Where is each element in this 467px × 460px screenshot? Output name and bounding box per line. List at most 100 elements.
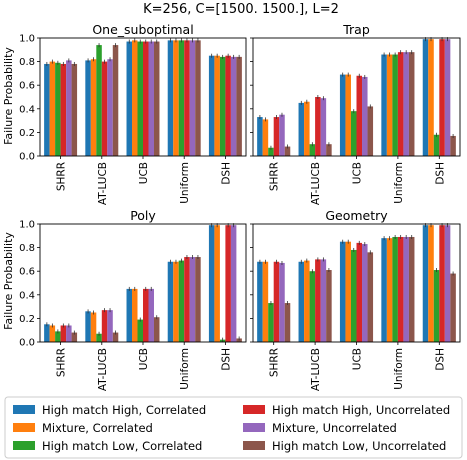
bar-ucb-high-match-high-correlated <box>339 74 346 156</box>
bar-uniform-high-match-low-uncorrelated <box>195 40 201 156</box>
bar-dsh-mixture-correlated <box>214 225 220 342</box>
bar-dsh-high-match-high-uncorrelated <box>225 55 231 157</box>
legend-item-mixture-uncorrelated: Mixture, Uncorrelated <box>243 421 397 435</box>
bar-at-lucb-high-match-low-uncorrelated <box>112 45 119 156</box>
x-tick-label: DSH <box>434 162 446 185</box>
y-tick-label: 0.4 <box>19 104 35 115</box>
legend-swatch <box>13 405 35 414</box>
bar-ucb-mixture-uncorrelated <box>148 41 154 156</box>
x-tick-label: UCB <box>138 348 150 370</box>
bar-ucb-high-match-low-correlated <box>137 319 143 342</box>
legend-label: High match High, Correlated <box>42 403 206 417</box>
bar-dsh-mixture-uncorrelated <box>444 225 451 342</box>
x-tick-label: DSH <box>434 348 446 371</box>
x-tick-label: Uniform <box>393 162 405 204</box>
bar-ucb-high-match-low-uncorrelated <box>153 317 160 342</box>
axes-frame <box>39 223 247 343</box>
bar-ucb-mixture-uncorrelated <box>148 288 154 342</box>
bar-uniform-mixture-uncorrelated <box>189 257 196 342</box>
bar-at-lucb-high-match-low-correlated <box>309 144 316 156</box>
bar-uniform-high-match-low-correlated <box>392 236 398 342</box>
bar-uniform-mixture-correlated <box>173 40 179 156</box>
bar-shrr-high-match-low-uncorrelated <box>284 146 291 156</box>
legend-item-mixture-correlated: Mixture, Correlated <box>13 421 153 435</box>
legend-item-high-match-low-correlated: High match Low, Correlated <box>13 439 202 453</box>
panel-trap: Trap SHRR AT-LUCB UCB Uniform DSH <box>250 22 461 205</box>
x-tick-label: UCB <box>352 348 364 370</box>
axes-frame <box>252 223 461 343</box>
x-tick-label: SHRR <box>56 162 68 191</box>
legend-swatch <box>13 423 35 432</box>
bar-at-lucb-mixture-correlated <box>304 260 310 342</box>
x-tick-label: AT-LUCB <box>97 162 109 205</box>
bar-at-lucb-high-match-high-uncorrelated <box>101 61 108 156</box>
bar-at-lucb-high-match-low-correlated <box>96 333 102 342</box>
y-axis-label-top: Failure Probability <box>2 47 15 145</box>
bar-uniform-high-match-low-correlated <box>178 260 185 342</box>
bar-shrr-mixture-uncorrelated <box>66 60 72 156</box>
bar-ucb-high-match-high-correlated <box>126 288 133 342</box>
bar-shrr-high-match-low-correlated <box>268 147 274 156</box>
bar-shrr-high-match-high-correlated <box>44 324 50 342</box>
bar-ucb-high-match-low-uncorrelated <box>153 41 160 156</box>
x-tick-label: AT-LUCB <box>310 348 322 391</box>
x-tick-label: AT-LUCB <box>97 348 109 391</box>
bar-dsh-high-match-low-correlated <box>433 270 440 342</box>
bar-uniform-high-match-low-uncorrelated <box>408 52 415 156</box>
bar-shrr-mixture-correlated <box>262 119 269 156</box>
x-tick-label: Uniform <box>179 162 191 204</box>
bar-at-lucb-mixture-uncorrelated <box>107 59 113 156</box>
bar-at-lucb-high-match-high-correlated <box>85 311 91 342</box>
bar-shrr-high-match-high-uncorrelated <box>273 117 280 156</box>
bar-uniform-mixture-correlated <box>173 261 179 342</box>
bar-uniform-high-match-high-uncorrelated <box>184 257 190 342</box>
bar-dsh-mixture-correlated <box>428 39 434 156</box>
bar-at-lucb-mixture-correlated <box>304 101 310 156</box>
bar-ucb-mixture-correlated <box>345 241 351 342</box>
panel-title: Geometry <box>325 208 388 223</box>
y-tick-label: 0.0 <box>19 152 35 163</box>
bar-ucb-mixture-correlated <box>345 74 351 156</box>
x-tick-label: AT-LUCB <box>310 162 322 205</box>
bar-uniform-mixture-uncorrelated <box>403 52 409 156</box>
bar-shrr-high-match-low-uncorrelated <box>71 63 78 156</box>
suptitle: K=256, C=[1500. 1500.], L=2 <box>143 2 339 17</box>
legend-swatch <box>243 405 265 414</box>
bar-at-lucb-high-match-high-uncorrelated <box>315 259 321 342</box>
bar-shrr-high-match-low-correlated <box>55 62 61 156</box>
y-tick-label: 0.0 <box>19 338 35 349</box>
bar-uniform-mixture-correlated <box>386 54 393 156</box>
bar-at-lucb-high-match-low-uncorrelated <box>326 270 332 342</box>
bar-uniform-high-match-high-correlated <box>381 54 387 156</box>
bar-dsh-high-match-high-correlated <box>208 55 215 157</box>
bar-shrr-mixture-correlated <box>49 325 56 342</box>
bar-ucb-high-match-high-uncorrelated <box>356 242 363 342</box>
bar-dsh-high-match-low-uncorrelated <box>450 273 456 342</box>
y-tick-label: 0.8 <box>19 57 35 68</box>
bar-shrr-high-match-low-uncorrelated <box>71 332 78 342</box>
legend-item-high-match-high-correlated: High match High, Correlated <box>13 403 206 417</box>
x-tick-label: DSH <box>220 162 232 185</box>
bar-at-lucb-mixture-uncorrelated <box>107 310 113 342</box>
bar-ucb-high-match-high-correlated <box>339 241 346 342</box>
bar-ucb-high-match-low-uncorrelated <box>367 106 374 156</box>
bar-shrr-high-match-low-correlated <box>55 331 61 342</box>
bar-dsh-high-match-high-uncorrelated <box>225 225 231 342</box>
x-tick-label: SHRR <box>56 348 68 377</box>
bar-dsh-high-match-low-correlated <box>219 56 226 156</box>
bar-dsh-mixture-uncorrelated <box>230 56 237 156</box>
bar-ucb-high-match-high-uncorrelated <box>143 288 149 342</box>
x-tick-label: SHRR <box>269 162 281 191</box>
bar-at-lucb-high-match-high-uncorrelated <box>315 97 321 156</box>
bar-ucb-mixture-uncorrelated <box>362 76 368 156</box>
bar-dsh-high-match-low-uncorrelated <box>236 56 242 156</box>
bar-uniform-high-match-high-correlated <box>167 261 174 342</box>
bar-uniform-high-match-high-correlated <box>381 238 387 342</box>
legend-label: Mixture, Uncorrelated <box>272 421 397 435</box>
bar-uniform-high-match-low-correlated <box>392 54 398 156</box>
legend-frame <box>4 396 463 459</box>
bar-ucb-high-match-high-uncorrelated <box>356 75 363 156</box>
legend: High match High, Correlated Mixture, Corr… <box>4 396 463 459</box>
bar-shrr-high-match-high-uncorrelated <box>60 63 67 156</box>
bar-shrr-mixture-correlated <box>49 61 56 156</box>
